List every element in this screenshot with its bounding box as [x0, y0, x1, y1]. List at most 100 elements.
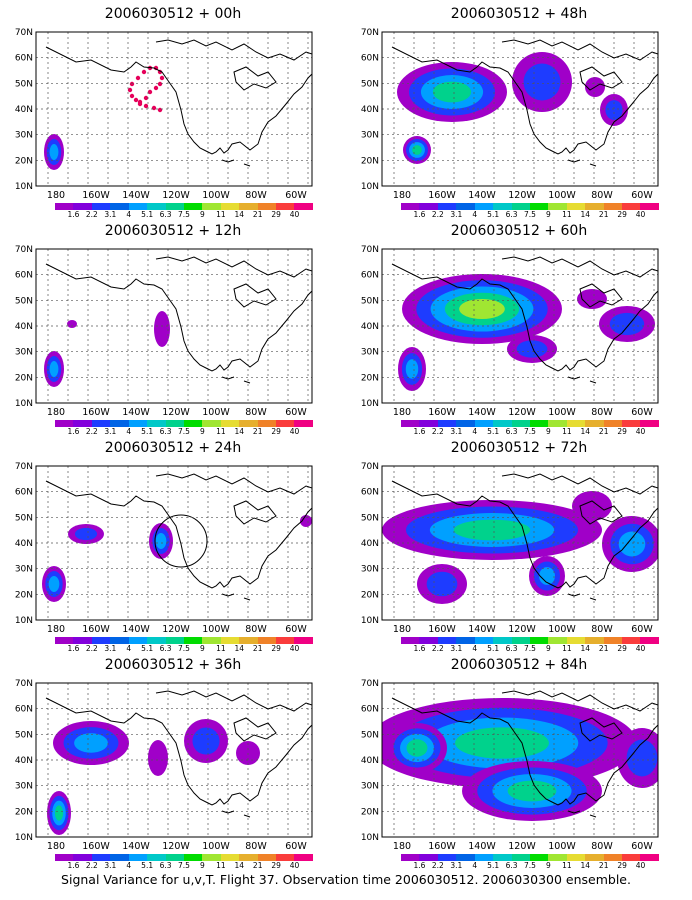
latitude-tick-label: 60N — [361, 705, 379, 715]
latitude-tick-label: 30N — [15, 565, 33, 575]
latitude-tick-label: 50N — [361, 513, 379, 523]
latitude-tick-label: 10N — [361, 833, 379, 843]
longitude-tick-label: 100W — [548, 190, 576, 201]
longitude-tick-label: 160W — [428, 841, 456, 852]
colorbar-label: 21 — [252, 861, 263, 870]
colorbar-swatch — [147, 203, 166, 210]
map-canvas: 10N 20N 30N 40N 50N 60N 70N 180 160W 140W 120W 100W… — [361, 679, 659, 852]
map-frame: 10N 20N 30N 40N 50N 60N 70N 180 160W 140W 120W 100W… — [361, 679, 659, 852]
colorbar-swatch — [474, 637, 494, 644]
colorbar-label: 11 — [216, 427, 226, 436]
longitude-tick-label: 120W — [508, 407, 536, 418]
colorbar-swatch — [276, 203, 295, 210]
colorbar-label: 2.2 — [85, 210, 98, 219]
variance-contour — [412, 145, 422, 155]
latitude-tick-label: 50N — [361, 296, 379, 306]
longitude-tick-label: 140W — [468, 190, 496, 201]
colorbar-label: 14 — [234, 861, 245, 870]
colorbar-label: 40 — [289, 644, 300, 653]
latitude-tick-label: 50N — [15, 730, 33, 740]
colorbar-label: 9 — [546, 210, 551, 219]
colorbar-swatch — [401, 637, 420, 644]
longitude-tick-label: 60W — [631, 407, 653, 418]
longitude-tick-label: 180 — [47, 624, 65, 635]
colorbar-swatch — [511, 854, 530, 861]
observation-point — [135, 75, 141, 81]
panel-title: 2006030512 + 60h — [450, 223, 588, 239]
colorbar-swatch — [73, 203, 92, 210]
colorbar-label: 29 — [617, 644, 627, 653]
colorbar-swatch — [276, 854, 295, 861]
colorbar-label: 29 — [617, 210, 627, 219]
colorbar-label: 3.1 — [104, 861, 117, 870]
latitude-tick-label: 50N — [15, 79, 33, 89]
map-panel-60h: 10N 20N 30N 40N 50N 60N 70N 180 160W 140W 120W 100W… — [346, 217, 692, 437]
colorbar-label: 11 — [216, 861, 226, 870]
latitude-tick-label: 10N — [361, 182, 379, 192]
colorbar-label: 29 — [271, 861, 281, 870]
latitude-tick-label: 10N — [361, 616, 379, 626]
colorbar-swatch — [239, 637, 258, 644]
map-frame: 10N 20N 30N 40N 50N 60N 70N 180 160W 140W 120W 100W… — [361, 462, 659, 635]
observation-point — [129, 81, 135, 87]
colorbar-swatch — [183, 203, 203, 210]
colorbar-swatch — [622, 420, 641, 427]
colorbar-swatch — [419, 420, 438, 427]
panel-title: 2006030512 + 00h — [104, 6, 242, 22]
colorbar-swatch — [566, 420, 586, 427]
observation-point — [159, 75, 165, 81]
variance-contour — [539, 567, 555, 585]
latitude-tick-label: 60N — [15, 488, 33, 498]
observation-point — [147, 89, 153, 95]
colorbar-swatch — [276, 420, 295, 427]
colorbar-swatch — [165, 203, 184, 210]
colorbar-label: 3.1 — [104, 644, 117, 653]
colorbar — [55, 203, 313, 210]
colorbar-label: 11 — [562, 861, 572, 870]
variance-contour — [507, 780, 557, 802]
colorbar-labels: 1.6 2.2 3.1 4 5.1 6.3 7.5 9 11 14 21 29 40 — [55, 427, 313, 437]
map-content — [382, 683, 658, 837]
colorbar-swatch — [294, 420, 313, 427]
colorbar-swatch — [110, 203, 129, 210]
variance-contour — [74, 733, 108, 753]
colorbar-swatch — [585, 420, 604, 427]
map-content — [382, 249, 658, 403]
colorbar-label: 5.1 — [487, 210, 500, 219]
variance-contour — [577, 289, 607, 309]
latitude-tick-label: 40N — [15, 322, 33, 332]
colorbar-swatch — [548, 420, 567, 427]
latitude-tick-label: 60N — [361, 488, 379, 498]
longitude-tick-label: 140W — [468, 407, 496, 418]
colorbar-label: 3.1 — [450, 644, 463, 653]
map-frame: 10N 20N 30N 40N 50N 60N 70N 180 160W 140W 120W 100W… — [361, 245, 659, 418]
colorbar-swatch — [437, 420, 457, 427]
colorbar-label: 40 — [289, 427, 300, 436]
map-border — [381, 465, 659, 621]
map-border — [35, 465, 313, 621]
longitude-tick-label: 180 — [47, 190, 65, 201]
longitude-tick-label: 80W — [591, 624, 613, 635]
colorbar-swatch — [456, 203, 475, 210]
colorbar-swatch — [622, 203, 641, 210]
colorbar-label: 6.3 — [159, 861, 172, 870]
colorbar-label: 1.6 — [413, 210, 426, 219]
longitude-tick-label: 160W — [428, 624, 456, 635]
longitude-tick-label: 140W — [122, 407, 150, 418]
colorbar-swatch — [456, 420, 475, 427]
colorbar-label: 6.3 — [505, 210, 518, 219]
colorbar-labels: 1.6 2.2 3.1 4 5.1 6.3 7.5 9 11 14 21 29 40 — [401, 427, 659, 437]
map-content — [36, 249, 312, 403]
colorbar-label: 40 — [635, 644, 646, 653]
colorbar-swatch — [529, 420, 549, 427]
latitude-tick-label: 10N — [15, 616, 33, 626]
colorbar-label: 21 — [598, 210, 609, 219]
map-panel-72h: 10N 20N 30N 40N 50N 60N 70N 180 160W 140W 120W 100W… — [346, 434, 692, 654]
colorbar-label: 6.3 — [159, 427, 172, 436]
colorbar-label: 40 — [635, 210, 646, 219]
longitude-tick-label: 120W — [508, 841, 536, 852]
colorbar-label: 7.5 — [178, 861, 190, 870]
colorbar-swatch — [437, 203, 457, 210]
colorbar-label: 29 — [271, 644, 281, 653]
colorbar-label: 4 — [126, 644, 132, 653]
